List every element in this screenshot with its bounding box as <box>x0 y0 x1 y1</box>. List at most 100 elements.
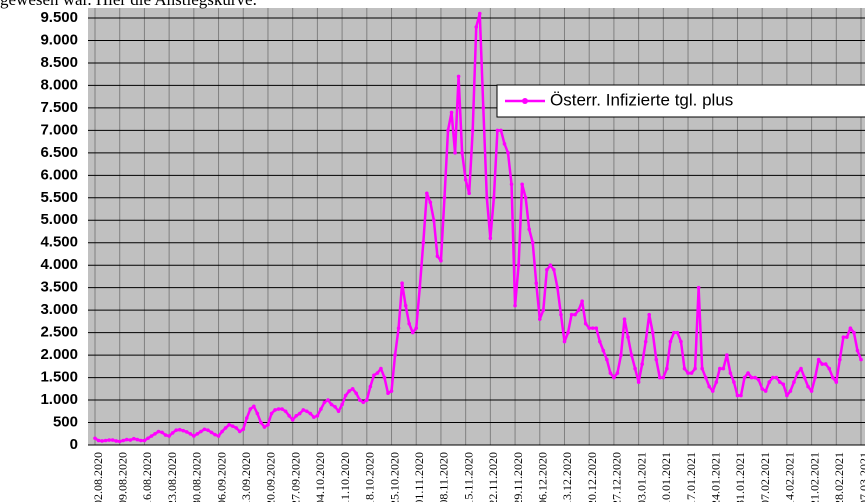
point <box>132 436 136 441</box>
point <box>357 398 362 402</box>
point <box>813 375 817 380</box>
point <box>760 387 764 391</box>
point <box>195 431 200 436</box>
x-tick-label: 10.01.2021 <box>659 452 673 502</box>
x-tick-label: 07.03.2021 <box>857 452 865 502</box>
point <box>379 366 383 371</box>
point <box>792 380 796 384</box>
point <box>403 303 408 308</box>
point <box>523 195 528 200</box>
point <box>834 380 839 384</box>
point <box>252 404 256 409</box>
y-tick-label: 9.000 <box>40 31 78 48</box>
point <box>640 362 644 366</box>
point <box>449 110 454 115</box>
x-tick-label: 07.02.2021 <box>758 452 772 502</box>
point <box>170 431 175 435</box>
point <box>139 438 143 443</box>
point <box>262 425 267 429</box>
point <box>477 11 482 16</box>
y-tick-label: 8.000 <box>40 76 78 93</box>
point <box>502 142 507 146</box>
point <box>788 389 793 393</box>
point <box>753 375 757 380</box>
point <box>301 408 306 412</box>
point <box>435 254 440 259</box>
point <box>227 422 231 427</box>
point <box>273 408 277 412</box>
point <box>693 366 697 371</box>
x-tick-label: 18.10.2020 <box>363 452 377 502</box>
x-tick-label: 22.11.2020 <box>486 452 500 502</box>
point <box>382 375 387 380</box>
point <box>520 182 524 187</box>
point <box>799 366 803 371</box>
point <box>845 335 849 339</box>
point <box>181 428 186 433</box>
point <box>848 326 853 330</box>
point <box>495 128 500 133</box>
point <box>343 393 348 398</box>
point <box>721 366 726 371</box>
x-tick-label: 14.02.2021 <box>783 452 797 502</box>
point <box>746 371 750 375</box>
point <box>230 424 235 428</box>
point <box>714 380 719 384</box>
point <box>160 430 164 435</box>
point <box>326 398 330 402</box>
point <box>513 303 517 308</box>
point <box>492 195 496 200</box>
point <box>852 330 856 335</box>
point <box>619 353 623 357</box>
y-tick-label: 6.000 <box>40 166 78 183</box>
point <box>728 371 733 375</box>
point <box>816 357 821 362</box>
point <box>329 402 334 407</box>
point <box>255 411 260 416</box>
y-tick-label: 5.500 <box>40 189 78 206</box>
point <box>470 128 475 133</box>
point <box>580 299 584 303</box>
y-tick-label: 4.500 <box>40 234 78 251</box>
point <box>830 375 835 380</box>
point <box>545 267 549 272</box>
point <box>135 437 140 442</box>
y-tick-label: 5.000 <box>40 211 78 228</box>
point <box>202 427 207 432</box>
plot-area <box>88 8 865 445</box>
point <box>103 438 108 443</box>
point <box>442 195 447 200</box>
x-tick-label: 06.12.2020 <box>536 452 550 502</box>
x-tick-label: 21.02.2021 <box>807 452 821 502</box>
point <box>802 375 807 380</box>
point <box>481 106 486 110</box>
point <box>319 407 323 411</box>
point <box>548 263 553 268</box>
point <box>192 434 196 438</box>
point <box>223 426 228 430</box>
point <box>672 330 676 335</box>
point <box>488 236 493 241</box>
point <box>142 438 147 443</box>
point <box>615 371 620 375</box>
point <box>707 384 712 389</box>
point <box>530 240 535 245</box>
y-tick-label: 7.500 <box>40 99 78 116</box>
y-tick-label: 3.000 <box>40 301 78 318</box>
point <box>689 371 694 375</box>
point <box>594 326 599 330</box>
point <box>770 375 775 380</box>
y-tick-label: 9.500 <box>40 9 78 26</box>
y-tick-label: 7.000 <box>40 121 78 138</box>
legend: Österr. Infizierte tgl. plus <box>496 84 865 118</box>
point <box>400 281 404 285</box>
point <box>184 430 189 434</box>
point <box>809 389 814 393</box>
point <box>527 227 531 232</box>
x-tick-label: 04.10.2020 <box>313 452 327 502</box>
point <box>675 330 680 335</box>
x-tick-label: 03.01.2021 <box>634 452 648 502</box>
x-tick-label: 29.11.2020 <box>511 452 525 502</box>
x-tick-label: 28.02.2021 <box>832 452 846 502</box>
